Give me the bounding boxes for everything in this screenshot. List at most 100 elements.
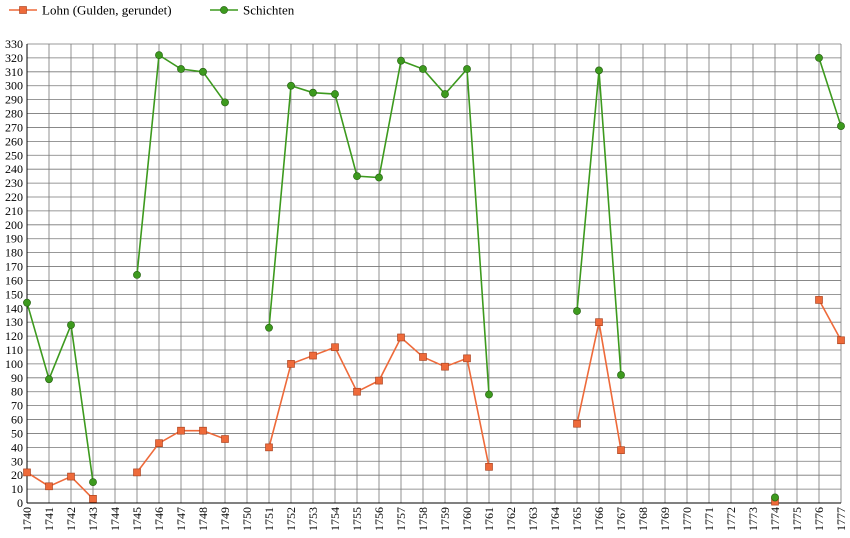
x-tick-label: 1761: [482, 507, 496, 531]
legend-entry: Lohn (Gulden, gerundet): [9, 3, 172, 18]
y-tick-label: 70: [11, 399, 23, 413]
data-point: [815, 296, 823, 304]
x-tick-label: 1743: [86, 507, 100, 531]
y-tick-label: 200: [5, 218, 23, 232]
data-point: [287, 360, 295, 368]
data-point: [375, 376, 383, 385]
legend-marker: [220, 6, 228, 14]
x-tick-label: 1753: [306, 507, 320, 531]
y-tick-label: 80: [11, 385, 23, 399]
y-tick-label: 30: [11, 454, 23, 468]
legend-marker: [19, 6, 27, 14]
y-tick-label: 20: [11, 468, 23, 482]
x-tick-label: 1749: [218, 507, 232, 531]
y-tick-label: 330: [5, 37, 23, 51]
data-point: [617, 446, 625, 454]
axes: [26, 44, 841, 504]
x-tick-label: 1745: [130, 507, 144, 531]
data-point: [331, 90, 339, 98]
data-point: [353, 387, 361, 396]
x-tick-label: 1746: [152, 507, 166, 531]
series-line: [818, 299, 842, 341]
data-point: [485, 463, 493, 471]
data-point: [133, 270, 141, 279]
data-point: [89, 478, 97, 487]
x-tick-label: 1742: [64, 507, 78, 531]
x-tick-label: 1767: [614, 507, 628, 531]
data-point: [221, 435, 229, 443]
data-point: [485, 390, 493, 399]
x-tick-label: 1748: [196, 507, 210, 531]
data-point: [177, 65, 185, 73]
x-tick-label: 1758: [416, 507, 430, 531]
y-tick-label: 300: [5, 79, 23, 93]
data-point: [441, 362, 449, 371]
y-tick-label: 90: [11, 371, 23, 385]
x-tick-label: 1741: [42, 507, 56, 531]
y-tick-label: 170: [5, 260, 23, 274]
y-tick-label: 210: [5, 204, 23, 218]
y-tick-label: 50: [11, 426, 23, 440]
data-point: [199, 426, 207, 435]
x-tick-label: 1754: [328, 507, 342, 531]
data-point: [595, 318, 603, 326]
x-tick-label: 1747: [174, 507, 188, 531]
x-tick-label: 1760: [460, 507, 474, 531]
data-point: [67, 321, 75, 329]
y-tick-label: 270: [5, 120, 23, 134]
series-line: [26, 302, 94, 483]
data-point: [463, 354, 471, 363]
data-point: [89, 495, 97, 503]
data-point: [331, 343, 339, 352]
x-tick-label: 1757: [394, 507, 408, 531]
legend-entry: Schichten: [210, 3, 295, 18]
data-point: [199, 67, 207, 76]
y-tick-label: 230: [5, 176, 23, 190]
x-tick-label: 1772: [724, 507, 738, 531]
x-tick-label: 1765: [570, 507, 584, 531]
data-point: [837, 336, 845, 345]
y-tick-label: 310: [5, 65, 23, 79]
data-point: [155, 51, 163, 60]
y-tick-label: 250: [5, 148, 23, 162]
data-point: [309, 88, 317, 97]
y-tick-label: 290: [5, 93, 23, 107]
x-tick-label: 1752: [284, 507, 298, 531]
y-tick-label: 40: [11, 440, 23, 454]
data-point: [309, 351, 317, 360]
x-tick-label: 1777: [834, 507, 848, 531]
y-tick-label: 280: [5, 107, 23, 121]
y-tick-label: 160: [5, 273, 23, 287]
x-tick-label: 1770: [680, 507, 694, 531]
data-point: [265, 443, 273, 452]
data-point: [441, 90, 449, 98]
y-tick-label: 110: [5, 343, 23, 357]
data-point: [45, 375, 53, 384]
data-point: [221, 98, 229, 107]
y-tick-label: 220: [5, 190, 23, 204]
y-tick-label: 150: [5, 287, 23, 301]
y-tick-label: 320: [5, 51, 23, 65]
data-point: [815, 54, 823, 62]
x-tick-label: 1763: [526, 507, 540, 531]
x-tick-label: 1751: [262, 507, 276, 531]
data-point: [177, 426, 185, 435]
x-tick-label: 1769: [658, 507, 672, 531]
data-point: [353, 172, 361, 181]
x-axis-ticks: 1740 1741 1742 1743 1744 1745 1746 1747 1748 1749…: [20, 507, 848, 531]
y-tick-label: 140: [5, 301, 23, 315]
x-tick-label: 1766: [592, 507, 606, 531]
y-tick-label: 120: [5, 329, 23, 343]
data-point: [67, 472, 75, 481]
x-tick-label: 1764: [548, 507, 562, 531]
data-point: [133, 468, 141, 477]
data-point: [375, 173, 383, 182]
y-axis-ticks: 0102030405060708090100110120130140150160…: [5, 37, 23, 510]
x-tick-label: 1773: [746, 507, 760, 531]
grid: [26, 43, 842, 504]
data-point: [771, 493, 779, 502]
legend-label: Schichten: [243, 3, 295, 18]
data-point: [287, 81, 295, 90]
data-point: [45, 482, 53, 491]
series-1: [23, 296, 845, 506]
